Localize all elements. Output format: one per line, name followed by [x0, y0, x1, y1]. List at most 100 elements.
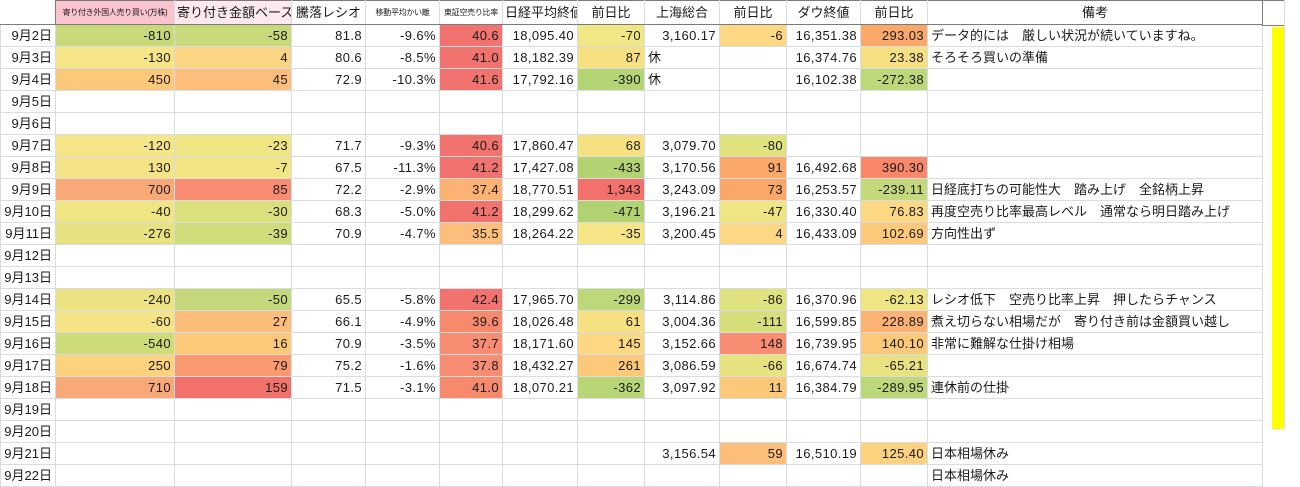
column-header-ratio[interactable]: 騰落レシオ: [291, 0, 366, 25]
cell-nikkei_close[interactable]: 18,171.60: [502, 332, 578, 355]
cell-short_ratio[interactable]: [439, 420, 503, 443]
cell-nikkei_close[interactable]: [502, 420, 578, 443]
cell-ma_gap[interactable]: -4.7%: [365, 222, 440, 245]
row-date-cell[interactable]: 9月15日: [0, 310, 56, 333]
cell-dow_close[interactable]: 16,374.76: [786, 46, 861, 69]
cell-nikkei_chg[interactable]: [577, 398, 645, 421]
cell-ma_gap[interactable]: -10.3%: [365, 68, 440, 91]
cell-shanghai_chg[interactable]: 4: [719, 222, 787, 245]
cell-foreign_amount[interactable]: [174, 266, 292, 289]
cell-shanghai[interactable]: 3,114.86: [644, 288, 720, 311]
row-date-cell[interactable]: 9月19日: [0, 398, 56, 421]
row-date-cell[interactable]: 9月5日: [0, 90, 56, 113]
row-date-cell[interactable]: 9月17日: [0, 354, 56, 377]
cell-dow_close[interactable]: 16,330.40: [786, 200, 861, 223]
cell-foreign_shares[interactable]: 710: [55, 376, 175, 399]
row-date-cell[interactable]: 9月12日: [0, 244, 56, 267]
cell-foreign_amount[interactable]: [174, 244, 292, 267]
cell-foreign_shares[interactable]: -120: [55, 134, 175, 157]
table-row[interactable]: 9月15日 -60 27 66.1 -4.9% 39.6 18,026.48 61 3,004.…: [0, 310, 1263, 333]
cell-shanghai[interactable]: 3,200.45: [644, 222, 720, 245]
cell-dow_close[interactable]: 16,599.85: [786, 310, 861, 333]
cell-nikkei_chg[interactable]: -35: [577, 222, 645, 245]
cell-shanghai[interactable]: [644, 90, 720, 113]
cell-dow_close[interactable]: [786, 398, 861, 421]
cell-ma_gap[interactable]: -5.0%: [365, 200, 440, 223]
cell-nikkei_chg[interactable]: [577, 266, 645, 289]
cell-shanghai_chg[interactable]: -111: [719, 310, 787, 333]
cell-ma_gap[interactable]: [365, 90, 440, 113]
cell-shanghai_chg[interactable]: [719, 464, 787, 487]
table-row[interactable]: 9月19日: [0, 398, 1263, 421]
cell-nikkei_close[interactable]: 18,770.51: [502, 178, 578, 201]
cell-notes[interactable]: [927, 244, 1263, 267]
cell-shanghai[interactable]: 3,086.59: [644, 354, 720, 377]
cell-dow_close[interactable]: [786, 464, 861, 487]
cell-dow_close[interactable]: 16,384.79: [786, 376, 861, 399]
cell-dow_close[interactable]: 16,739.95: [786, 332, 861, 355]
table-row[interactable]: 9月2日 -810 -58 81.8 -9.6% 40.6 18,095.40 -70 3,16…: [0, 24, 1263, 47]
cell-shanghai_chg[interactable]: [719, 90, 787, 113]
cell-ma_gap[interactable]: [365, 442, 440, 465]
cell-dow_chg[interactable]: 76.83: [860, 200, 928, 223]
cell-nikkei_close[interactable]: 17,860.47: [502, 134, 578, 157]
cell-shanghai_chg[interactable]: -6: [719, 24, 787, 47]
cell-foreign_amount[interactable]: 4: [174, 46, 292, 69]
cell-dow_close[interactable]: [786, 134, 861, 157]
cell-foreign_amount[interactable]: [174, 442, 292, 465]
cell-notes[interactable]: レシオ低下 空売り比率上昇 押したらチャンス: [927, 288, 1263, 311]
cell-ma_gap[interactable]: [365, 112, 440, 135]
cell-foreign_amount[interactable]: [174, 420, 292, 443]
cell-nikkei_chg[interactable]: [577, 464, 645, 487]
cell-ratio[interactable]: [291, 112, 366, 135]
cell-short_ratio[interactable]: 39.6: [439, 310, 503, 333]
cell-nikkei_close[interactable]: [502, 90, 578, 113]
cell-dow_chg[interactable]: -239.11: [860, 178, 928, 201]
cell-ratio[interactable]: 70.9: [291, 332, 366, 355]
cell-dow_chg[interactable]: 125.40: [860, 442, 928, 465]
cell-short_ratio[interactable]: [439, 244, 503, 267]
cell-foreign_shares[interactable]: 450: [55, 68, 175, 91]
cell-short_ratio[interactable]: 37.7: [439, 332, 503, 355]
cell-foreign_shares[interactable]: [55, 442, 175, 465]
cell-ma_gap[interactable]: -1.6%: [365, 354, 440, 377]
cell-ratio[interactable]: 67.5: [291, 156, 366, 179]
cell-dow_close[interactable]: 16,510.19: [786, 442, 861, 465]
cell-nikkei_chg[interactable]: [577, 244, 645, 267]
column-header-shanghai[interactable]: 上海総合: [644, 0, 720, 25]
row-date-cell[interactable]: 9月10日: [0, 200, 56, 223]
cell-short_ratio[interactable]: 40.6: [439, 24, 503, 47]
table-row[interactable]: 9月8日 130 -7 67.5 -11.3% 41.2 17,427.08 -433 3,17…: [0, 156, 1263, 179]
cell-foreign_amount[interactable]: -58: [174, 24, 292, 47]
cell-foreign_shares[interactable]: [55, 112, 175, 135]
cell-notes[interactable]: 方向性出ず: [927, 222, 1263, 245]
cell-shanghai[interactable]: 3,170.56: [644, 156, 720, 179]
cell-notes[interactable]: [927, 112, 1263, 135]
cell-nikkei_chg[interactable]: -70: [577, 24, 645, 47]
row-date-cell[interactable]: 9月14日: [0, 288, 56, 311]
table-row[interactable]: 9月10日 -40 -30 68.3 -5.0% 41.2 18,299.62 -471 3,1…: [0, 200, 1263, 223]
cell-ratio[interactable]: 70.9: [291, 222, 366, 245]
table-row[interactable]: 9月11日 -276 -39 70.9 -4.7% 35.5 18,264.22 -35 3,2…: [0, 222, 1263, 245]
cell-ma_gap[interactable]: -3.5%: [365, 332, 440, 355]
cell-foreign_amount[interactable]: 79: [174, 354, 292, 377]
cell-dow_chg[interactable]: [860, 266, 928, 289]
cell-nikkei_close[interactable]: 17,427.08: [502, 156, 578, 179]
cell-short_ratio[interactable]: 42.4: [439, 288, 503, 311]
row-date-cell[interactable]: 9月22日: [0, 464, 56, 487]
table-row[interactable]: 9月14日 -240 -50 65.5 -5.8% 42.4 17,965.70 -299 3,…: [0, 288, 1263, 311]
cell-foreign_shares[interactable]: -540: [55, 332, 175, 355]
cell-shanghai[interactable]: [644, 112, 720, 135]
row-date-cell[interactable]: 9月18日: [0, 376, 56, 399]
cell-foreign_amount[interactable]: [174, 112, 292, 135]
cell-dow_chg[interactable]: 293.03: [860, 24, 928, 47]
cell-notes[interactable]: [927, 266, 1263, 289]
table-row[interactable]: 9月13日: [0, 266, 1263, 289]
cell-foreign_shares[interactable]: -60: [55, 310, 175, 333]
cell-foreign_shares[interactable]: -40: [55, 200, 175, 223]
cell-foreign_amount[interactable]: 85: [174, 178, 292, 201]
cell-dow_close[interactable]: [786, 420, 861, 443]
cell-shanghai_chg[interactable]: [719, 420, 787, 443]
cell-short_ratio[interactable]: 41.0: [439, 376, 503, 399]
cell-nikkei_close[interactable]: 18,182.39: [502, 46, 578, 69]
